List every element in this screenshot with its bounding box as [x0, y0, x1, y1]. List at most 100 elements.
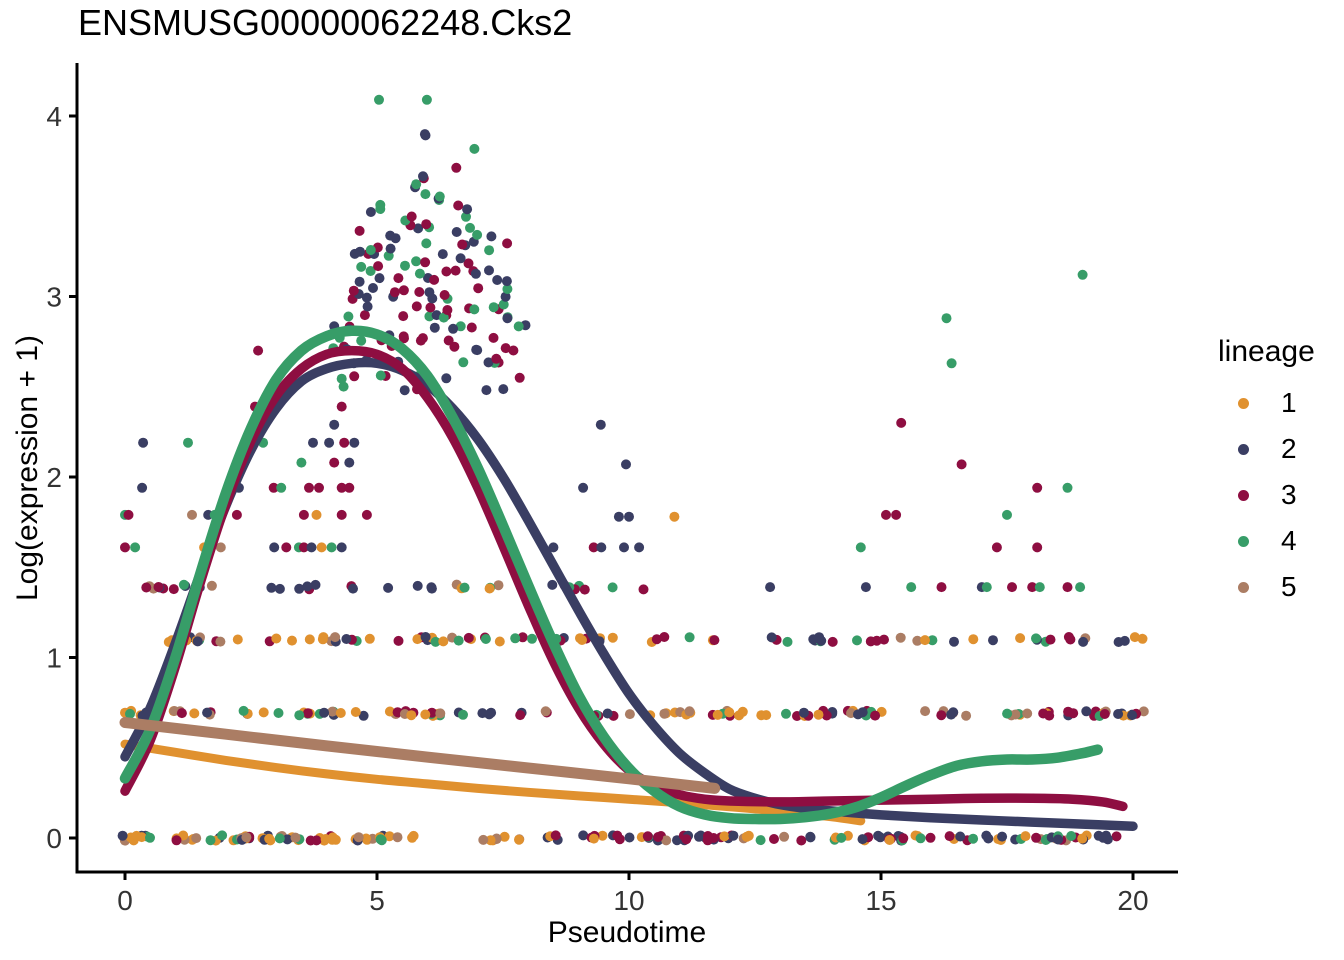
data-point-lineage-3 [638, 584, 649, 595]
data-point-lineage-3 [415, 335, 426, 346]
data-point-lineage-4 [336, 373, 347, 384]
data-point-lineage-3 [659, 632, 670, 642]
data-point-lineage-4 [125, 708, 135, 719]
data-point-lineage-3 [141, 582, 152, 593]
data-point-lineage-4 [836, 832, 847, 843]
data-point-lineage-3 [268, 482, 279, 493]
data-point-lineage-1 [719, 831, 730, 842]
data-point-lineage-1 [258, 707, 269, 718]
data-point-lineage-3 [500, 343, 511, 354]
data-point-lineage-3 [393, 635, 404, 646]
data-point-lineage-3 [443, 335, 454, 346]
data-point-lineage-4 [178, 579, 189, 590]
data-point-lineage-3 [441, 266, 452, 277]
data-point-lineage-3 [488, 332, 499, 343]
data-point-lineage-2 [483, 357, 494, 368]
data-point-lineage-4 [434, 191, 445, 202]
data-point-lineage-4 [927, 635, 938, 646]
data-point-lineage-4 [502, 284, 513, 294]
data-point-lineage-5 [1010, 709, 1021, 720]
data-point-lineage-2 [816, 635, 827, 646]
data-point-lineage-3 [398, 311, 409, 322]
y-tick-label: 3 [46, 282, 62, 313]
data-point-lineage-3 [1111, 831, 1122, 842]
data-point-lineage-2 [596, 542, 607, 553]
legend-swatch-icon [1238, 489, 1249, 501]
data-point-lineage-2 [348, 583, 358, 594]
data-point-lineage-4 [1002, 708, 1013, 719]
data-point-lineage-2 [477, 708, 488, 719]
data-point-lineage-1 [189, 708, 200, 719]
data-point-lineage-3 [429, 274, 440, 285]
data-point-lineage-3 [425, 302, 436, 313]
data-point-lineage-4 [296, 457, 307, 468]
data-point-lineage-2 [983, 833, 994, 844]
data-point-lineage-2 [1093, 830, 1104, 841]
data-point-lineage-3 [314, 482, 324, 493]
legend-item-label: 4 [1281, 525, 1297, 556]
data-point-lineage-1 [304, 634, 315, 645]
data-point-lineage-1 [406, 710, 417, 721]
data-point-lineage-3 [1027, 582, 1038, 593]
data-point-lineage-2 [808, 634, 819, 645]
data-point-lineage-2 [578, 482, 589, 493]
data-point-lineage-2 [624, 832, 635, 843]
legend-swatch-icon [1238, 397, 1249, 409]
data-point-lineage-2 [873, 830, 884, 841]
data-point-lineage-4 [855, 542, 866, 553]
data-point-lineage-3 [120, 542, 130, 553]
data-point-lineage-5 [290, 832, 301, 843]
data-point-lineage-5 [661, 835, 672, 846]
legend-item-4: 4 [1216, 518, 1343, 564]
legend-item-label: 5 [1281, 571, 1297, 602]
data-point-lineage-2 [385, 243, 396, 254]
data-point-lineage-4 [513, 321, 524, 332]
data-point-lineage-4 [356, 335, 367, 346]
data-point-lineage-3 [651, 634, 662, 645]
data-point-lineage-2 [471, 344, 482, 355]
data-point-lineage-2 [429, 322, 440, 333]
data-point-lineage-1 [968, 634, 979, 645]
x-tick-label: 20 [1117, 885, 1148, 916]
data-point-lineage-2 [448, 323, 459, 334]
y-tick-label: 0 [46, 823, 62, 854]
data-point-lineage-2 [137, 482, 148, 493]
data-point-lineage-2 [766, 632, 777, 643]
data-point-lineage-2 [1081, 706, 1092, 717]
data-point-lineage-2 [324, 437, 335, 448]
data-point-lineage-4 [217, 830, 228, 841]
data-point-lineage-2 [344, 457, 355, 468]
data-point-lineage-3 [550, 830, 561, 841]
data-point-lineage-3 [708, 833, 719, 843]
data-point-lineage-2 [988, 635, 998, 646]
data-point-lineage-1 [1137, 633, 1148, 644]
data-point-lineage-3 [399, 333, 409, 344]
data-point-lineage-4 [781, 708, 791, 719]
data-point-lineage-2 [805, 832, 816, 843]
data-point-lineage-5 [392, 832, 403, 843]
data-point-lineage-1 [1015, 633, 1026, 644]
data-point-lineage-3 [1045, 634, 1056, 645]
data-point-lineage-1 [588, 833, 599, 844]
data-point-lineage-1 [1129, 632, 1140, 643]
x-tick-label: 5 [369, 885, 385, 916]
data-point-lineage-2 [595, 419, 606, 430]
data-point-lineage-5 [169, 706, 180, 716]
data-point-lineage-3 [514, 372, 525, 383]
data-point-lineage-3 [936, 582, 947, 593]
data-point-lineage-4 [1062, 482, 1073, 493]
data-point-lineage-4 [968, 833, 979, 844]
data-point-lineage-4 [755, 835, 766, 846]
data-point-lineage-4 [438, 312, 449, 323]
data-point-lineage-5 [912, 635, 923, 646]
y-tick-label: 1 [46, 643, 62, 674]
data-point-lineage-3 [796, 835, 807, 846]
data-point-lineage-5 [1022, 708, 1033, 719]
data-point-lineage-3 [457, 239, 468, 250]
data-point-lineage-3 [925, 832, 936, 843]
data-point-lineage-1 [350, 707, 361, 717]
data-point-lineage-4 [458, 357, 469, 368]
data-point-lineage-2 [455, 253, 466, 264]
data-point-lineage-2 [548, 542, 559, 553]
data-point-lineage-2 [349, 437, 360, 448]
